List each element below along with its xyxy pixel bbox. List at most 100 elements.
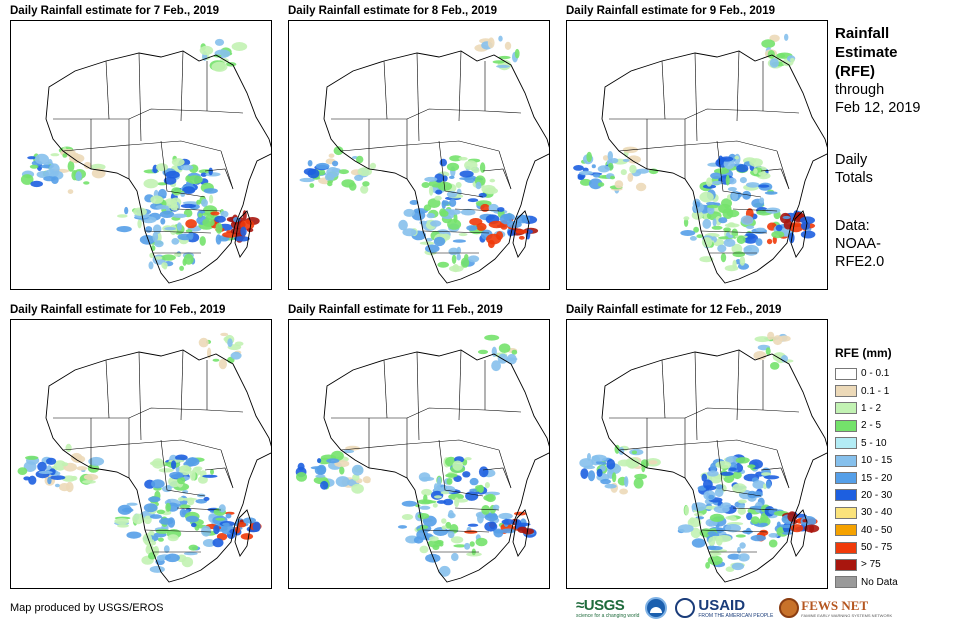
rain-cell (362, 476, 371, 484)
madagascar-coastline (512, 509, 530, 557)
rain-cell (153, 545, 160, 556)
rain-cell (511, 349, 518, 355)
rain-cell (38, 470, 53, 474)
rain-cell (177, 476, 186, 485)
country-border (732, 507, 778, 511)
rain-cell (446, 478, 453, 485)
rain-cell (351, 464, 364, 476)
rain-cell (169, 471, 184, 479)
rain-cell (67, 160, 75, 172)
rain-cell (327, 180, 334, 184)
africa-coastline (45, 349, 271, 583)
rain-cell (47, 476, 52, 485)
rain-cell (175, 454, 188, 461)
country-border (160, 140, 206, 198)
rain-cell (680, 230, 696, 236)
rain-cell (629, 164, 637, 174)
rain-cell (237, 522, 247, 528)
rain-cell (156, 163, 168, 172)
country-border (732, 208, 778, 212)
rain-cell (499, 213, 513, 225)
rain-cell (143, 503, 158, 513)
panel-title: Daily Rainfall estimate for 10 Feb., 201… (10, 304, 226, 316)
rain-cell (683, 218, 689, 227)
map-description: Rainfall Estimate (RFE) through Feb 12, … (835, 24, 965, 271)
rain-cell (139, 235, 156, 245)
country-border (498, 449, 512, 489)
rain-cell (315, 474, 326, 478)
rain-cell (723, 227, 731, 232)
rain-cell (699, 191, 714, 203)
rain-cell (187, 175, 203, 185)
rain-cell (727, 187, 737, 192)
rain-cell (749, 158, 763, 167)
country-border (160, 439, 206, 497)
rain-cell (507, 221, 522, 229)
rain-cell (218, 504, 226, 513)
rain-cell (196, 199, 201, 205)
rain-cell (735, 457, 750, 464)
country-border (62, 140, 222, 152)
rain-cell (65, 443, 72, 452)
rain-cell (707, 555, 723, 566)
rain-cell (800, 516, 817, 527)
rain-cell (634, 473, 647, 480)
rain-cell (465, 491, 479, 501)
rain-cell (707, 470, 719, 477)
rain-cell (764, 191, 778, 195)
rain-cell (324, 172, 335, 182)
rain-cell (437, 261, 449, 268)
rain-cell (34, 153, 49, 165)
rain-cell (573, 165, 584, 171)
rain-cell (504, 41, 512, 50)
africa-coastline (45, 50, 271, 284)
rain-cell (454, 497, 460, 508)
rain-cell (737, 546, 741, 554)
country-border (661, 359, 666, 419)
rain-cell (191, 522, 197, 528)
rain-cell (210, 211, 220, 216)
rain-cell (320, 480, 329, 490)
country-border (422, 230, 490, 234)
legend-item: 2 - 5 (835, 417, 955, 434)
country-border (716, 439, 762, 497)
rainfall-layer (299, 35, 539, 273)
rain-cell (439, 158, 447, 167)
rain-cell (425, 553, 441, 563)
legend-item: 30 - 40 (835, 504, 955, 521)
country-border (736, 349, 740, 421)
rain-cell (72, 455, 86, 463)
country-border (105, 359, 110, 419)
rain-cell (214, 215, 226, 223)
rain-cell (352, 473, 360, 481)
rain-cell (691, 538, 706, 548)
rain-cell (328, 153, 335, 158)
rain-cell (731, 562, 745, 571)
country-border (204, 467, 234, 489)
rain-cell (203, 188, 218, 194)
rain-cell (715, 484, 724, 490)
country-border (331, 407, 522, 419)
rain-cell (752, 480, 766, 489)
rain-cell (426, 212, 436, 219)
rain-cell (746, 182, 760, 188)
rain-cell (739, 256, 746, 266)
rain-cell (211, 61, 228, 72)
rain-cell (776, 521, 781, 528)
rain-cell (27, 156, 37, 160)
rain-cell (800, 216, 815, 225)
rain-cell (185, 229, 193, 233)
rain-cell (343, 449, 355, 454)
country-border (331, 108, 522, 120)
rain-cell (435, 189, 443, 195)
legend-item: 50 - 75 (835, 539, 955, 556)
country-border (609, 407, 800, 419)
africa-map (566, 20, 828, 290)
rain-cell (317, 458, 322, 464)
rain-cell (740, 215, 754, 225)
rain-cell (475, 181, 482, 190)
rain-cell (439, 541, 444, 547)
rain-cell (489, 521, 497, 530)
rain-cell (222, 522, 230, 527)
rain-cell (356, 155, 364, 164)
